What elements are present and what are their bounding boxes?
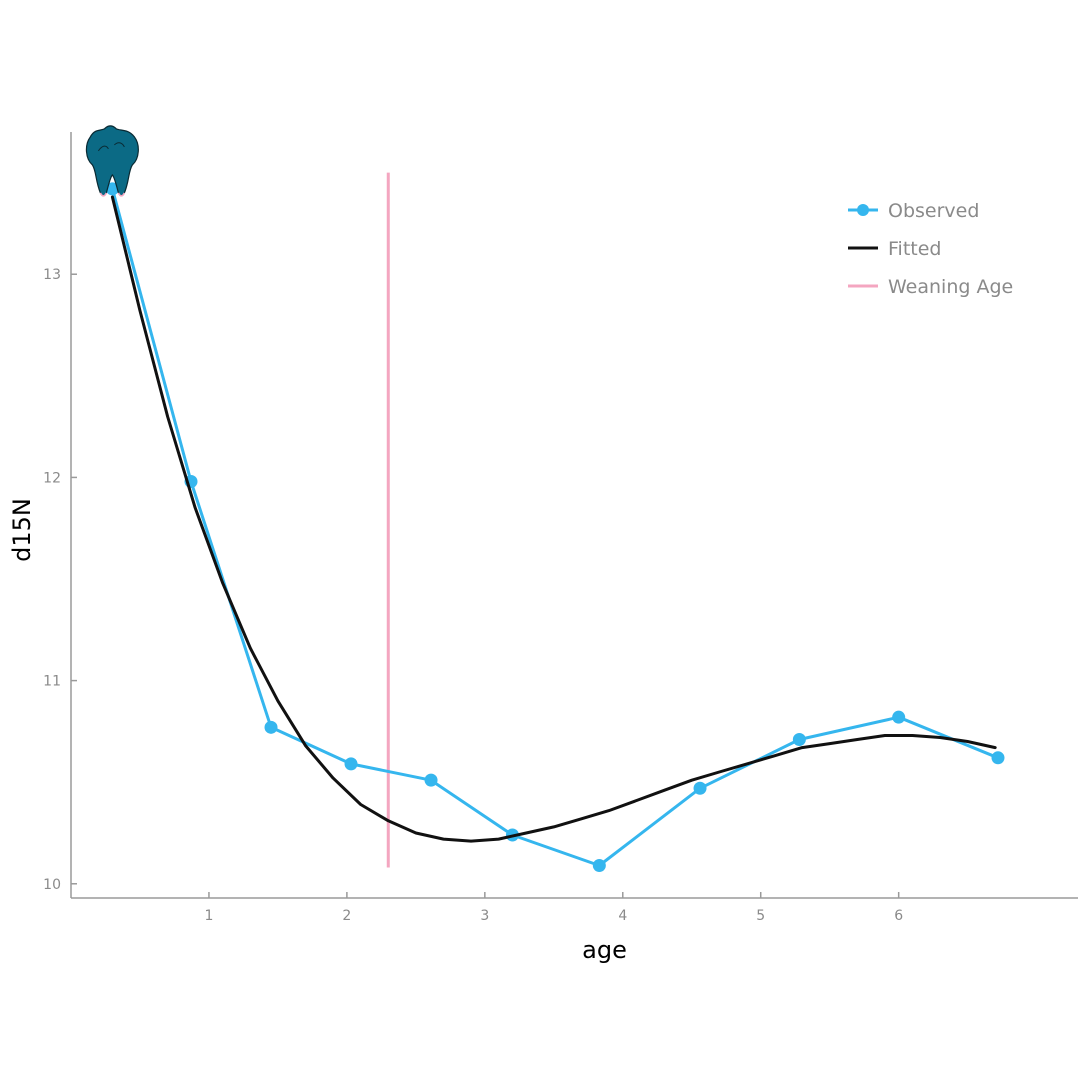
- tooth-detail: [97, 142, 125, 152]
- x-tick-label: 3: [480, 908, 489, 924]
- tooth-icon: [85, 125, 139, 197]
- fitted-line: [110, 195, 997, 843]
- legend-label-observed: Observed: [888, 200, 979, 222]
- observed-point: [991, 751, 1005, 765]
- x-tick-label: 1: [204, 908, 213, 924]
- icon-layer: [85, 125, 139, 197]
- observed-line: [110, 187, 1000, 867]
- observed-point: [892, 710, 906, 724]
- observed-point: [592, 858, 606, 872]
- legend-marker-observed: [857, 204, 869, 216]
- series-layer: [105, 182, 1005, 872]
- x-ticks: 1 2 3 4 5 6: [204, 892, 903, 924]
- y-tick-label: 10: [43, 877, 61, 893]
- axes: [70, 132, 1078, 899]
- x-tick-label: 6: [894, 908, 903, 924]
- observed-point: [424, 773, 438, 787]
- legend-label-fitted: Fitted: [888, 238, 941, 260]
- observed-point: [792, 733, 806, 747]
- legend-label-weaning-age: Weaning Age: [888, 276, 1013, 298]
- x-axis-label: age: [582, 936, 627, 964]
- observed-point: [344, 757, 358, 771]
- observed-point: [105, 182, 119, 196]
- y-ticks: 10 11 12 13: [43, 267, 77, 893]
- legend: Observed Fitted Weaning Age: [848, 200, 1013, 298]
- y-tick-label: 11: [43, 674, 61, 690]
- tooth-roots: [99, 192, 126, 197]
- observed-point: [693, 781, 707, 795]
- y-axis-label: d15N: [8, 498, 36, 562]
- observed-point: [264, 720, 278, 734]
- y-tick-label: 13: [43, 267, 61, 283]
- x-tick-label: 5: [756, 908, 765, 924]
- x-tick-label: 4: [618, 908, 627, 924]
- x-tick-label: 2: [342, 908, 351, 924]
- y-tick-label: 12: [43, 470, 61, 486]
